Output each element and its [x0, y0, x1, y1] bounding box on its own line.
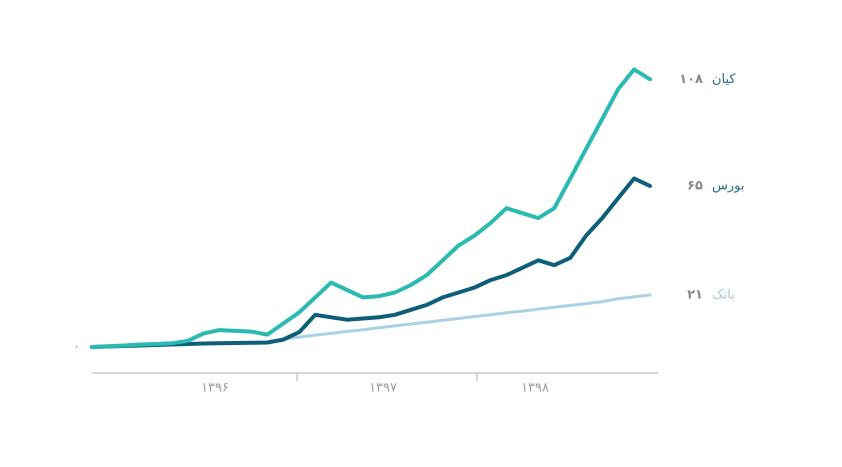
x-tick-label: ۱۳۹۷ [369, 381, 397, 396]
x-tick-label: ۱۳۹۶ [201, 381, 229, 396]
end-value-label: ۶۵ [687, 178, 703, 193]
start-label: ۰ [73, 340, 80, 355]
line [90, 67, 652, 349]
x-tick-label: ۱۳۹۸ [521, 381, 549, 396]
legend-label: بورس [712, 178, 744, 193]
line [90, 176, 652, 349]
end-value-label: ۲۱ [687, 287, 703, 302]
line [281, 293, 652, 341]
legend-label: بانک [712, 287, 735, 302]
legend-label: کیان [712, 72, 736, 87]
end-value-label: ۱۰۸ [679, 72, 703, 87]
